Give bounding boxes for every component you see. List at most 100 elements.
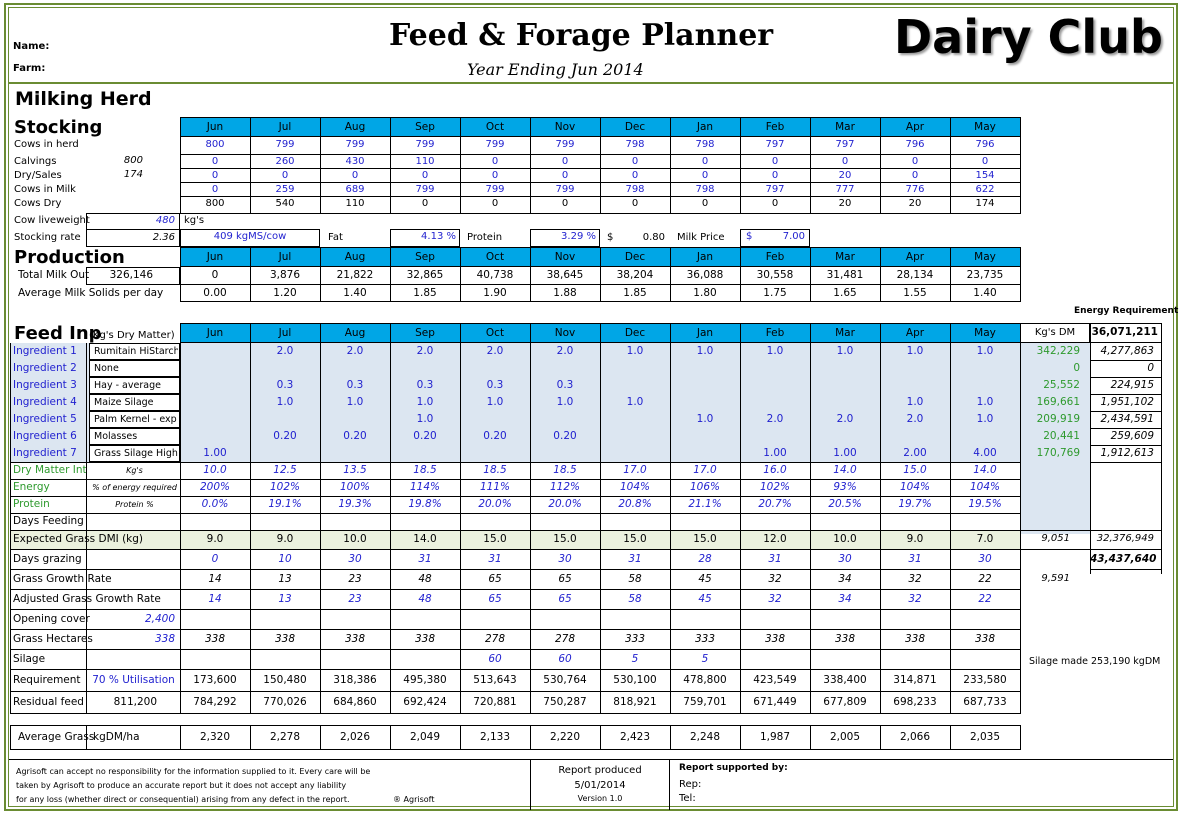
protein-input[interactable]: 3.29 % [530,231,596,242]
stocking-col-line [740,137,741,213]
month-header-divider [530,247,531,267]
avg-ms-value: 1.65 [810,287,880,299]
dry-sales-value: 154 [950,170,1020,181]
ingredient-1-value: 2.0 [250,345,320,357]
residual-feed-value: 759,701 [670,696,740,708]
month-header-divider [320,247,321,267]
protein-value: 20.0% [530,498,600,510]
dry-matter-intake-value: 13.5 [320,464,390,476]
silage-label: Silage [13,653,45,665]
adjusted-growth-value: 45 [670,593,740,605]
copyright: ® Agrisoft [393,795,434,804]
grass-growth-value: 45 [670,573,740,585]
dry-matter-intake-value: 16.0 [740,464,810,476]
grass-hectares-value: 278 [530,633,600,645]
cows-in-milk-value: 622 [950,184,1020,195]
month-header-divider [740,323,741,343]
ingredient-1-value: 2.0 [390,345,460,357]
liveweight-input[interactable]: 480 [87,215,175,226]
cows-in-herd-value: 800 [180,139,250,150]
cows-in-herd-value: 798 [600,139,670,150]
adjusted-growth-value: 32 [740,593,810,605]
silage-made: Silage made 253,190 kgDM [1029,656,1160,667]
grass-hectares-value: 333 [670,633,740,645]
fat-input[interactable]: 4.13 % [390,231,456,242]
calvings-value: 0 [600,156,670,167]
month-header-divider [810,247,811,267]
adjusted-growth-value: 13 [250,593,320,605]
stocking-col-line [950,137,951,213]
production-col-line [600,267,601,302]
requirement-value: 173,600 [180,674,250,686]
utilisation-input[interactable]: 70 % Utilisation [87,674,180,686]
requirement-label: Requirement [13,674,81,686]
calvings-value: 0 [670,156,740,167]
kgdm-label: Kg's DM [1020,327,1090,338]
milk-price-input[interactable]: 7.00 [761,231,805,242]
calvings-value: 0 [950,156,1020,167]
month-header-apr: Apr [880,327,950,339]
energy-row-line [10,496,1090,497]
month-header-divider [880,323,881,343]
month-header-aug: Aug [320,121,390,133]
requirement-value: 233,580 [950,674,1020,686]
grass-growth-value: 23 [320,573,390,585]
residual-feed-value: 692,424 [390,696,460,708]
protein-value: 19.1% [250,498,320,510]
ingredient-1-value: 1.0 [670,345,740,357]
grass-hectares-value: 338 [810,633,880,645]
requirement-value: 530,764 [530,674,600,686]
ingredient-7-value: 4.00 [950,447,1020,459]
avg-grass-value: 2,278 [250,731,320,743]
avg-grass-value: 2,066 [880,731,950,743]
month-header-oct: Oct [460,327,530,339]
total-milk-value: 0 [180,269,250,281]
ingredient-3-value: 0.3 [320,379,390,391]
cows-dry-label: Cows Dry [14,198,61,209]
hectares-input[interactable]: 338 [87,633,175,645]
energy-value: 104% [880,481,950,493]
opening-cover-input[interactable]: 2,400 [87,613,175,625]
ingredient-5-value: 1.0 [950,413,1020,425]
avg-grass-value: 2,026 [320,731,390,743]
ingredient-4-value: 1.0 [390,396,460,408]
feed-col-line [670,343,671,713]
month-header-sep: Sep [390,121,460,133]
expected-dmi-value: 14.0 [390,533,460,545]
dry-matter-intake-value: 18.5 [390,464,460,476]
ingredient-5-value: 1.0 [670,413,740,425]
expected-top-line [10,530,1162,531]
expected-dmi-value: 15.0 [530,533,600,545]
total-milk-value: 28,134 [880,269,950,281]
dry-sales-value: 0 [320,170,390,181]
avg-grass-unit: kgDM/ha [93,731,140,743]
grass-growth-value: 32 [880,573,950,585]
energy-col-right [1161,323,1162,574]
production-col-line [810,267,811,302]
cows-in-herd-value: 799 [320,139,390,150]
name-label: Name: [13,41,49,52]
total-milk-value: 38,204 [600,269,670,281]
dm-col-right [1090,323,1091,574]
cows-dry-value: 0 [740,198,810,209]
dry-sales-value: 0 [250,170,320,181]
energy-value: 200% [180,481,250,493]
adjusted-growth-value: 48 [390,593,460,605]
report-page: Name: Farm: Feed & Forage Planner Year E… [1,0,1187,818]
report-date: 5/01/2014 [531,780,669,791]
month-header-sep: Sep [390,251,460,263]
residual-feed-label: Residual feed [13,696,84,708]
stocking-rate-value: 2.36 [87,232,175,243]
avg-grass-value: 2,423 [600,731,670,743]
avg-grass-value: 2,220 [530,731,600,743]
ingredient-1-name: Rumitain HiStarch [94,346,178,357]
price-value: 0.80 [621,232,665,243]
production-col-line [530,267,531,302]
ingredient-3-label: Ingredient 3 [13,379,77,391]
residual-feed-value: 818,921 [600,696,670,708]
ingredient-3-dm: 25,552 [1020,379,1080,391]
month-header-nov: Nov [530,327,600,339]
ms-per-cow: 409 kgMS/cow [180,231,320,242]
avg-ms-value: 1.20 [250,287,320,299]
milk-price-label: Milk Price [677,232,725,243]
